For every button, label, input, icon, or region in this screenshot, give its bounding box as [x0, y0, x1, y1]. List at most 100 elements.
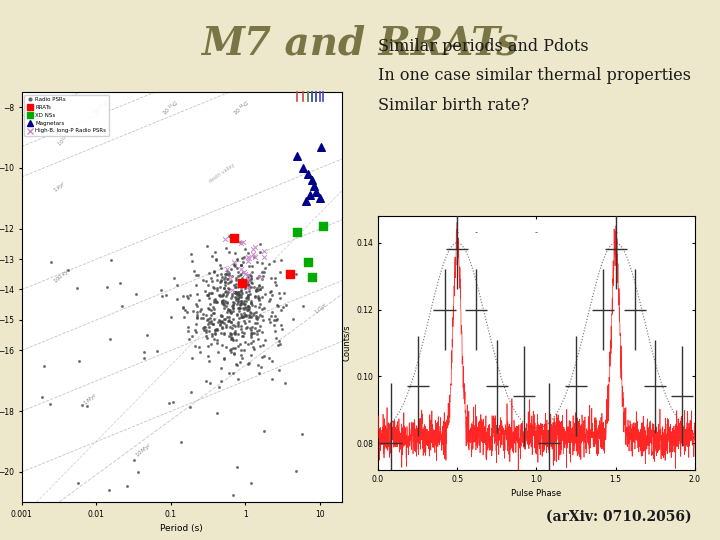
- Point: [184, 291, 196, 300]
- Point: [205, 306, 217, 314]
- Text: $1\,Myr$: $1\,Myr$: [81, 390, 100, 408]
- Point: [192, 301, 203, 310]
- Point: [257, 272, 269, 280]
- Point: [243, 317, 255, 326]
- Point: [231, 361, 243, 370]
- High-B, long-P Radio PSRs: [249, 242, 261, 251]
- Point: [245, 272, 256, 280]
- Point: [223, 271, 235, 280]
- Point: [203, 305, 215, 314]
- Point: [204, 357, 215, 366]
- Point: [225, 347, 237, 356]
- Point: [240, 312, 251, 321]
- Point: [204, 313, 216, 322]
- Point: [222, 305, 233, 314]
- Point: [230, 283, 241, 292]
- Point: [276, 256, 287, 265]
- Point: [101, 283, 112, 292]
- Point: [205, 339, 217, 348]
- Point: [245, 339, 256, 348]
- High-B, long-P Radio PSRs: [247, 245, 258, 253]
- Point: [224, 278, 235, 287]
- Point: [227, 368, 238, 377]
- Point: [243, 301, 254, 310]
- Point: [278, 288, 289, 297]
- Point: [213, 383, 225, 391]
- Point: [243, 262, 254, 271]
- Point: [238, 346, 249, 355]
- Point: [253, 294, 264, 302]
- Point: [223, 305, 235, 314]
- Point: [254, 342, 266, 350]
- Point: [236, 312, 248, 320]
- Point: [238, 252, 250, 261]
- Point: [234, 303, 246, 312]
- Point: [243, 311, 254, 320]
- Point: [250, 286, 261, 295]
- Point: [223, 268, 235, 277]
- Point: [212, 347, 223, 356]
- High-B, long-P Radio PSRs: [243, 283, 254, 292]
- Point: [204, 379, 215, 387]
- RRATs: [236, 279, 248, 288]
- Point: [206, 318, 217, 327]
- High-B, long-P Radio PSRs: [239, 270, 251, 279]
- Point: [175, 438, 186, 447]
- Point: [220, 287, 232, 295]
- Point: [269, 278, 281, 287]
- Point: [237, 257, 248, 266]
- Point: [202, 352, 214, 360]
- Point: [197, 314, 209, 322]
- Point: [251, 327, 262, 335]
- Point: [219, 314, 230, 323]
- Point: [227, 335, 238, 344]
- Point: [252, 274, 264, 283]
- Point: [223, 369, 235, 377]
- Point: [206, 252, 217, 260]
- Point: [235, 325, 247, 334]
- Point: [255, 321, 266, 330]
- Point: [235, 283, 246, 292]
- Point: [264, 259, 275, 268]
- Point: [242, 280, 253, 288]
- Point: [253, 272, 265, 281]
- Point: [253, 302, 265, 311]
- Text: $100\,kyr$: $100\,kyr$: [51, 265, 74, 286]
- Point: [242, 323, 253, 332]
- Point: [214, 278, 225, 287]
- Point: [277, 302, 289, 311]
- Point: [128, 455, 140, 464]
- Point: [206, 289, 217, 298]
- Point: [253, 292, 264, 301]
- High-B, long-P Radio PSRs: [243, 256, 254, 265]
- Point: [246, 278, 257, 286]
- Point: [280, 301, 292, 309]
- Point: [230, 275, 241, 284]
- Point: [190, 300, 202, 308]
- Point: [243, 291, 254, 300]
- Point: [275, 268, 287, 276]
- Point: [230, 287, 241, 296]
- Point: [216, 292, 228, 300]
- Point: [248, 283, 260, 292]
- Point: [220, 343, 231, 352]
- Point: [208, 308, 220, 317]
- Point: [216, 299, 228, 308]
- Point: [214, 316, 225, 325]
- Point: [234, 278, 246, 286]
- Point: [225, 308, 236, 317]
- Text: -: -: [535, 228, 538, 237]
- Point: [236, 354, 248, 362]
- Point: [218, 319, 230, 328]
- Point: [228, 298, 240, 307]
- Point: [121, 482, 132, 490]
- Point: [216, 316, 228, 325]
- High-B, long-P Radio PSRs: [226, 286, 238, 294]
- Point: [270, 281, 282, 290]
- Point: [256, 283, 268, 292]
- Point: [244, 307, 256, 316]
- Point: [258, 352, 270, 361]
- Point: [212, 271, 223, 279]
- Point: [243, 313, 255, 322]
- Point: [244, 271, 256, 280]
